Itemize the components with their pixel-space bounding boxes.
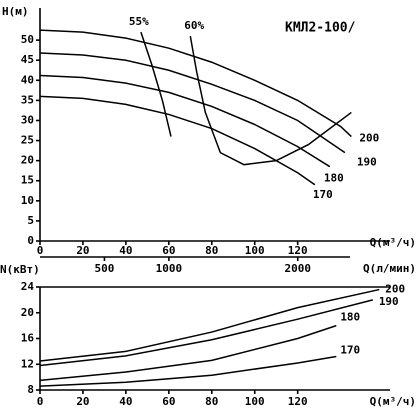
x-tick-label: 20 [76,244,89,257]
y-tick-label: 20 [21,154,34,167]
y-tick-label: 0 [27,234,34,247]
y-tick-label: 8 [27,383,34,396]
x-tick-label: 60 [162,395,175,408]
x-tick-label: 40 [119,244,132,257]
y-axis-label: H(м) [2,5,29,18]
series-label: 170 [340,344,360,357]
y-tick-label: 5 [27,214,34,227]
x-tick-label: 0 [37,395,44,408]
curve [39,95,316,186]
x-axis-label: Q(м³/ч) [370,236,416,249]
y-tick-label: 10 [21,194,34,207]
x-tick-label: 120 [288,244,308,257]
x-tick-label: 0 [37,244,44,257]
series-label: 190 [379,295,399,308]
y-tick-label: 40 [21,73,34,86]
series-label: 190 [357,156,377,169]
y-tick-label: 35 [21,93,34,106]
x-tick-label: 100 [245,244,265,257]
curve [39,52,346,154]
y-tick-label: 24 [21,280,35,293]
y-tick-label: 30 [21,113,34,126]
series-label: 180 [340,311,360,324]
y-tick-label: 12 [21,357,34,370]
x-tick-label: 60 [162,244,175,257]
y-tick-label: 20 [21,306,34,319]
curve [39,29,352,138]
y-tick-label: 45 [21,53,34,66]
curve [39,324,337,382]
series-label: 60% [184,19,204,32]
series-label: 200 [385,283,405,296]
curve [39,288,380,362]
y-tick-label: 15 [21,174,34,187]
x2-axis-label: Q(л/мин) [363,262,416,275]
y-axis-label: N(кВт) [0,263,40,276]
x-tick-label: 100 [245,395,265,408]
series-label: 180 [324,172,344,185]
x2-tick-label: 2000 [284,262,311,275]
x-tick-label: 80 [205,395,218,408]
curve [189,35,352,166]
curve [39,355,337,387]
y-tick-label: 16 [21,332,35,345]
x-tick-label: 120 [288,395,308,408]
y-tick-label: 50 [21,33,34,46]
x-tick-label: 40 [119,395,132,408]
curve [140,31,172,137]
x-axis-label: Q(м³/ч) [370,395,416,408]
x-tick-label: 20 [76,395,89,408]
series-label: 55% [129,15,149,28]
y-tick-label: 25 [21,134,34,147]
x2-tick-label: 1000 [156,262,183,275]
x-tick-label: 80 [205,244,218,257]
x2-tick-label: 500 [94,262,114,275]
curve [39,299,374,367]
series-label: 200 [359,132,379,145]
chart-title: КМЛ2-100/ [285,21,356,36]
curve [39,74,331,168]
series-label: 170 [313,188,333,201]
